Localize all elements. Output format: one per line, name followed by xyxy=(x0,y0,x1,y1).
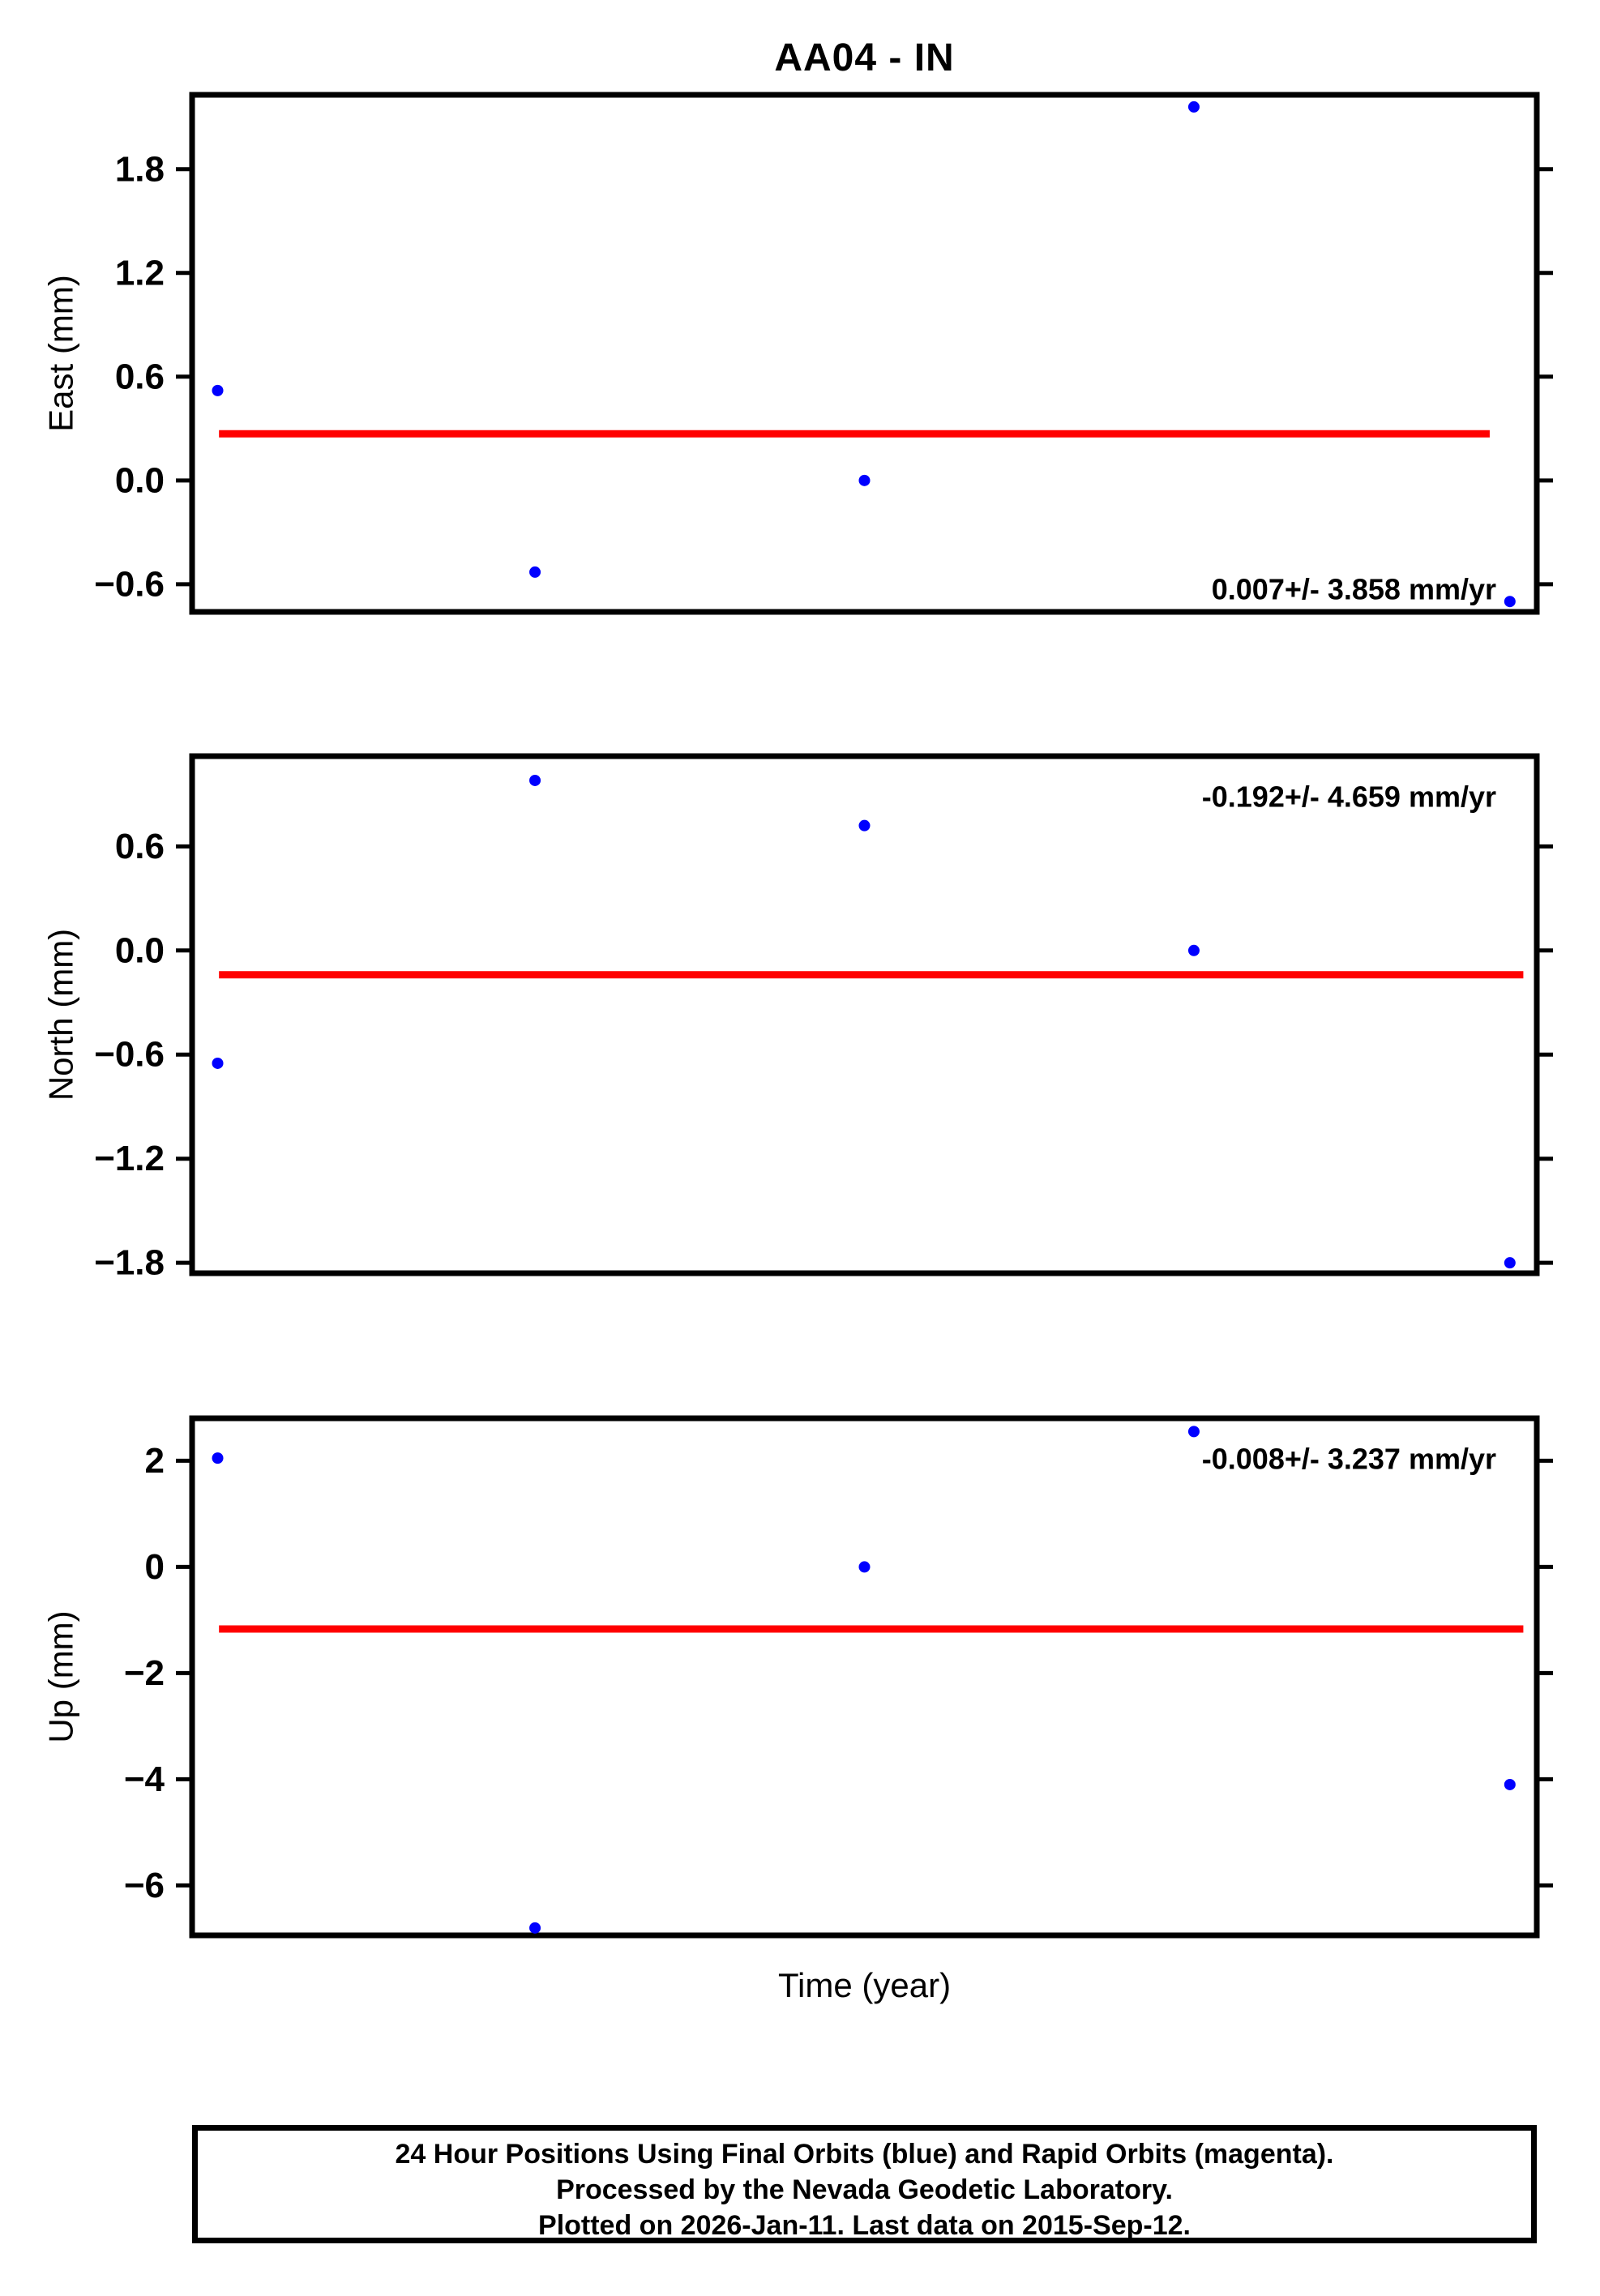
north-data-point xyxy=(1187,944,1200,956)
x-axis-label: Time (year) xyxy=(777,1966,952,2004)
north-data-point xyxy=(1504,1257,1516,1269)
north-rate-annotation: -0.192+/- 4.659 mm/yr xyxy=(1202,780,1496,814)
east-data-point xyxy=(1504,596,1516,608)
east-rate-annotation: 0.007+/- 3.858 mm/yr xyxy=(1212,573,1496,606)
east-data-point xyxy=(529,566,541,578)
up-panel-border xyxy=(189,1415,1540,1939)
north-ytick-label: −1.8 xyxy=(94,1243,165,1283)
north-panel-border xyxy=(189,753,1540,1276)
east-data-point xyxy=(858,474,871,486)
up-ytick-label: −6 xyxy=(124,1866,165,1905)
east-axis-title: East (mm) xyxy=(42,275,80,432)
north-ytick-label: 0.0 xyxy=(115,930,165,970)
east-ytick-label: 0.6 xyxy=(115,357,165,396)
footer-line-3: Plotted on 2026-Jan-11. Last data on 201… xyxy=(538,2210,1191,2241)
east-ytick-label: 0.0 xyxy=(115,460,165,500)
east-data-point xyxy=(212,384,224,396)
up-data-point xyxy=(1187,1426,1200,1438)
up-data-point xyxy=(529,1922,541,1934)
north-axis-title: North (mm) xyxy=(42,929,80,1101)
up-ytick-label: −4 xyxy=(124,1759,165,1799)
up-rate-annotation: -0.008+/- 3.237 mm/yr xyxy=(1202,1443,1496,1476)
up-data-point xyxy=(212,1452,224,1464)
east-panel-border xyxy=(189,92,1540,615)
footer-line-1: 24 Hour Positions Using Final Orbits (bl… xyxy=(395,2139,1334,2170)
east-ytick-label: 1.2 xyxy=(115,253,165,293)
east-data-point xyxy=(1187,100,1200,113)
footer-box: 24 Hour Positions Using Final Orbits (bl… xyxy=(192,2125,1537,2243)
up-ytick-label: 2 xyxy=(145,1441,165,1481)
north-data-point xyxy=(529,774,541,786)
north-data-point xyxy=(212,1057,224,1069)
up-ytick-label: 0 xyxy=(145,1547,165,1587)
up-data-point xyxy=(858,1561,871,1573)
north-ytick-label: 0.6 xyxy=(115,827,165,866)
up-data-point xyxy=(1504,1778,1516,1790)
east-ytick-label: −0.6 xyxy=(94,564,165,604)
page-title: AA04 - IN xyxy=(774,36,955,79)
footer-line-2: Processed by the Nevada Geodetic Laborat… xyxy=(556,2174,1173,2205)
up-axis-title: Up (mm) xyxy=(42,1610,80,1742)
north-ytick-label: −1.2 xyxy=(94,1139,165,1178)
north-data-point xyxy=(858,819,871,832)
north-ytick-label: −0.6 xyxy=(94,1035,165,1075)
up-ytick-label: −2 xyxy=(124,1653,165,1693)
east-ytick-label: 1.8 xyxy=(115,149,165,189)
